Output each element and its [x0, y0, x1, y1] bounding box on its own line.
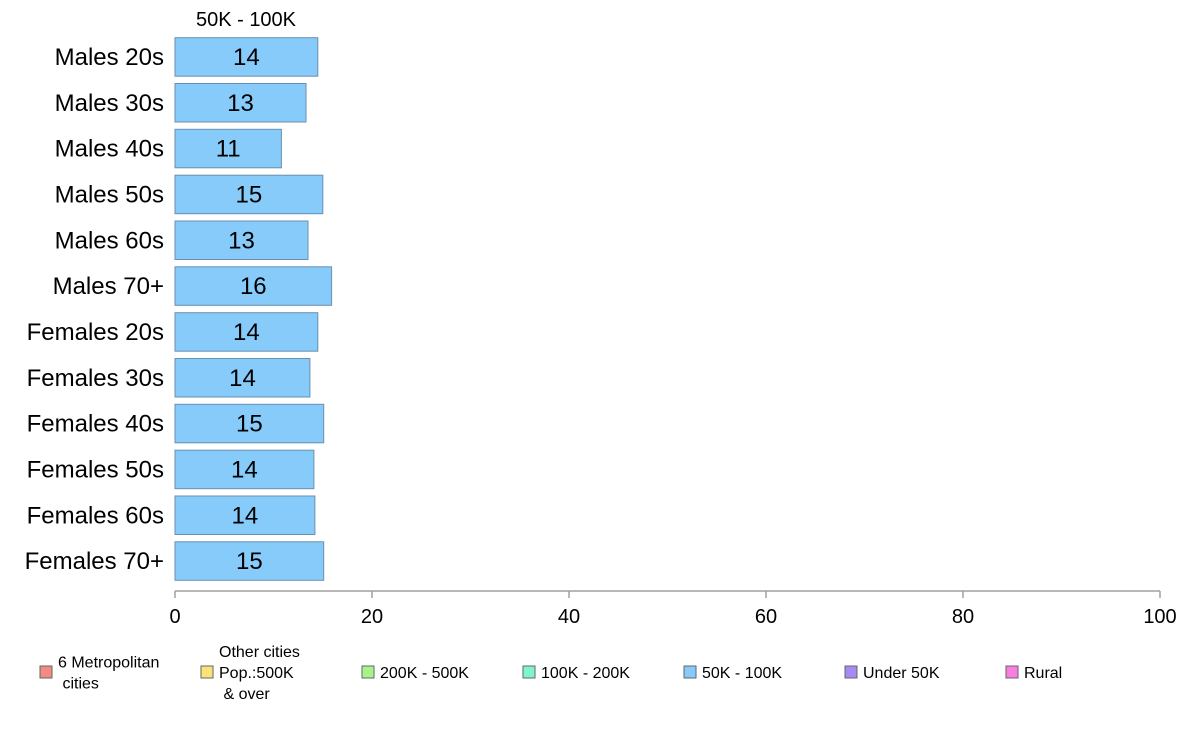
legend-label: Other cities Pop.:500K & over — [219, 644, 300, 703]
bar — [174, 266, 333, 306]
legend-swatch — [39, 665, 53, 679]
bar — [174, 220, 309, 260]
category-label: Males 50s — [55, 181, 164, 208]
category-label: Males 20s — [55, 44, 164, 71]
category-label: Males 60s — [55, 227, 164, 254]
bar — [174, 541, 325, 581]
category-label: Males 40s — [55, 136, 164, 163]
bar-value-label: 16 — [240, 273, 267, 300]
legend-swatch — [522, 665, 536, 679]
legend-label: Under 50K — [863, 665, 940, 682]
bar-value-label: 14 — [233, 319, 260, 346]
bar — [174, 312, 319, 352]
legend-label: 6 Metropolitan cities — [58, 655, 159, 693]
category-label: Males 70+ — [53, 273, 164, 300]
bar — [174, 403, 325, 444]
bar — [174, 449, 315, 490]
legend-label: 100K - 200K — [541, 665, 630, 682]
category-label: Females 40s — [27, 411, 164, 438]
bar-value-label: 14 — [229, 365, 256, 392]
bar — [174, 358, 311, 398]
bar-value-label: 14 — [231, 456, 258, 483]
x-tick-label: 100 — [1143, 606, 1176, 628]
bar-value-label: 14 — [232, 502, 259, 529]
category-label: Females 50s — [27, 456, 164, 483]
legend-swatch — [844, 665, 858, 679]
bar-value-label: 13 — [227, 90, 254, 117]
x-axis: 0 20 40 60 80 100 — [169, 590, 1177, 628]
x-tick-label: 60 — [755, 606, 777, 628]
bar — [174, 128, 282, 169]
series-label: 50K - 100K — [196, 9, 297, 31]
x-tick-label: 40 — [558, 606, 580, 628]
bar — [174, 37, 319, 77]
x-tick-label: 80 — [952, 606, 974, 628]
bar-value-label: 15 — [236, 181, 263, 208]
category-labels: Males 20s Males 30s Males 40s Males 50s Male… — [25, 44, 164, 575]
bars-group: 14 13 11 15 13 16 14 14 15 14 14 15 — [174, 37, 333, 581]
legend-swatch — [361, 665, 375, 679]
bar-value-label: 13 — [228, 227, 255, 254]
category-label: Females 60s — [27, 502, 164, 529]
bar-value-label: 14 — [233, 44, 260, 71]
category-label: Males 30s — [55, 90, 164, 117]
bar — [174, 83, 307, 123]
legend-label: 200K - 500K — [380, 665, 469, 682]
category-label: Females 30s — [27, 365, 164, 392]
category-label: Females 70+ — [25, 548, 164, 575]
bar-value-label: 11 — [216, 136, 241, 163]
bar-value-label: 15 — [236, 548, 263, 575]
legend: 6 Metropolitan cities Other cities Pop.:50… — [39, 644, 1062, 703]
legend-swatch — [683, 665, 697, 679]
bar — [174, 174, 324, 215]
x-tick-label: 20 — [361, 606, 383, 628]
legend-swatch — [1005, 665, 1019, 679]
legend-swatch — [200, 665, 214, 679]
category-label: Females 20s — [27, 319, 164, 346]
bar — [174, 495, 316, 535]
x-tick-label: 0 — [169, 606, 180, 628]
legend-label: 50K - 100K — [702, 665, 782, 682]
legend-label: Rural — [1024, 665, 1062, 682]
bar-value-label: 15 — [236, 411, 263, 438]
